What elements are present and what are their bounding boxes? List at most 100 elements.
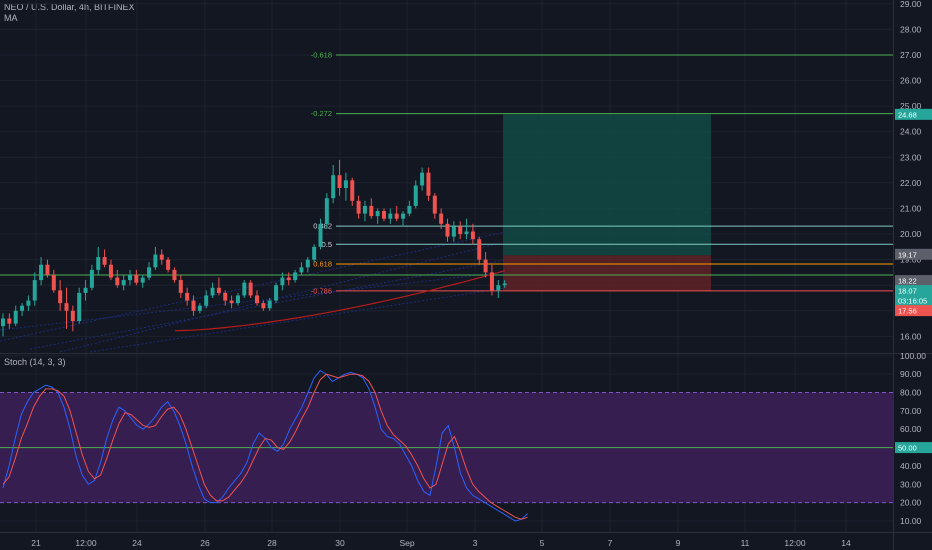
candle-body[interactable] bbox=[324, 198, 329, 224]
candle-body[interactable] bbox=[51, 274, 56, 291]
candle-body[interactable] bbox=[178, 280, 183, 293]
candle-body[interactable] bbox=[293, 272, 298, 281]
candle-body[interactable] bbox=[432, 195, 437, 214]
candle-body[interactable] bbox=[7, 318, 12, 324]
candle-body[interactable] bbox=[70, 310, 75, 322]
candle-body[interactable] bbox=[166, 259, 171, 270]
candle-body[interactable] bbox=[445, 223, 450, 237]
stoch-d-line[interactable] bbox=[2, 373, 528, 520]
price-tag: 18.22 bbox=[898, 277, 917, 286]
candle-body[interactable] bbox=[191, 300, 196, 311]
candle-body[interactable] bbox=[502, 283, 507, 286]
candle-body[interactable] bbox=[185, 292, 190, 301]
candle-body[interactable] bbox=[280, 277, 285, 286]
time-axis-label: 11 bbox=[741, 538, 750, 548]
candle-body[interactable] bbox=[58, 290, 63, 304]
candle-body[interactable] bbox=[115, 277, 120, 286]
fib-level-label: -0.786 bbox=[311, 286, 332, 295]
candle-body[interactable] bbox=[388, 213, 393, 219]
candle-body[interactable] bbox=[108, 264, 113, 278]
candle-body[interactable] bbox=[286, 277, 291, 281]
price-tag-bg bbox=[895, 305, 932, 317]
candle-body[interactable] bbox=[210, 287, 215, 296]
candle-body[interactable] bbox=[413, 185, 418, 206]
candle-body[interactable] bbox=[382, 211, 386, 219]
candle-body[interactable] bbox=[470, 231, 475, 240]
candle-body[interactable] bbox=[134, 274, 139, 283]
candle-body[interactable] bbox=[1, 318, 5, 327]
candle-body[interactable] bbox=[20, 305, 25, 311]
profit-target-zone[interactable] bbox=[503, 114, 711, 256]
candle-body[interactable] bbox=[83, 287, 88, 293]
candle-body[interactable] bbox=[153, 254, 158, 268]
candle-body[interactable] bbox=[235, 295, 240, 304]
candle-body[interactable] bbox=[204, 295, 209, 306]
channel-line[interactable] bbox=[59, 242, 501, 353]
candle-body[interactable] bbox=[451, 226, 456, 237]
time-axis-label: 12:00 bbox=[784, 538, 806, 548]
channel-line[interactable] bbox=[89, 287, 506, 353]
candle-body[interactable] bbox=[394, 213, 399, 219]
candle-body[interactable] bbox=[362, 205, 367, 214]
candle-body[interactable] bbox=[128, 274, 132, 281]
candle-body[interactable] bbox=[356, 200, 361, 214]
candle-body[interactable] bbox=[26, 300, 31, 306]
candle-body[interactable] bbox=[172, 269, 177, 281]
candle-body[interactable] bbox=[350, 180, 355, 201]
candle-body[interactable] bbox=[77, 292, 82, 322]
candle-body[interactable] bbox=[39, 264, 44, 281]
candle-body[interactable] bbox=[496, 285, 501, 291]
moving-average-line[interactable] bbox=[174, 270, 506, 332]
candle-body[interactable] bbox=[242, 282, 247, 296]
candle-body[interactable] bbox=[483, 259, 488, 273]
channel-line[interactable] bbox=[0, 271, 506, 331]
candle-body[interactable] bbox=[401, 213, 406, 219]
time-axis-label: 7 bbox=[608, 538, 613, 548]
candle-body[interactable] bbox=[223, 292, 228, 301]
candle-body[interactable] bbox=[229, 300, 234, 304]
candle-body[interactable] bbox=[458, 226, 463, 235]
candle-body[interactable] bbox=[140, 277, 145, 283]
candle-body[interactable] bbox=[312, 246, 317, 260]
candle-body[interactable] bbox=[375, 211, 380, 217]
candle-body[interactable] bbox=[121, 280, 126, 286]
candle-body[interactable] bbox=[102, 257, 107, 265]
candle-body[interactable] bbox=[32, 280, 37, 301]
candle-body[interactable] bbox=[261, 303, 266, 309]
candle-body[interactable] bbox=[369, 205, 374, 217]
candle-body[interactable] bbox=[439, 213, 444, 224]
candle-body[interactable] bbox=[248, 282, 253, 296]
stoch-indicator-label[interactable]: Stoch (14, 3, 3) bbox=[4, 357, 66, 367]
candle-body[interactable] bbox=[197, 305, 202, 311]
candle-body[interactable] bbox=[407, 205, 412, 214]
candle-body[interactable] bbox=[464, 231, 469, 235]
candle-body[interactable] bbox=[426, 172, 431, 196]
candle-body[interactable] bbox=[255, 295, 259, 304]
ma-indicator-label[interactable]: MA bbox=[4, 13, 18, 23]
candle-body[interactable] bbox=[147, 267, 152, 278]
channel-line[interactable] bbox=[29, 259, 506, 350]
candle-body[interactable] bbox=[420, 172, 425, 186]
candle-body[interactable] bbox=[89, 269, 94, 288]
candle-body[interactable] bbox=[343, 180, 348, 189]
candle-body[interactable] bbox=[13, 310, 18, 324]
candle-body[interactable] bbox=[216, 287, 221, 293]
candle-body[interactable] bbox=[337, 175, 342, 189]
candle-body[interactable] bbox=[318, 223, 323, 247]
price-tag-bg bbox=[895, 275, 932, 287]
candle-body[interactable] bbox=[267, 300, 272, 309]
candle-body[interactable] bbox=[477, 239, 482, 260]
stoch-axis-label: 80.00 bbox=[900, 388, 922, 398]
candle-body[interactable] bbox=[64, 303, 69, 311]
candle-body[interactable] bbox=[489, 272, 494, 291]
stop-loss-zone[interactable] bbox=[503, 255, 711, 291]
candle-body[interactable] bbox=[45, 264, 50, 275]
candle-body[interactable] bbox=[299, 267, 304, 273]
candle-body[interactable] bbox=[96, 257, 101, 270]
fib-level-label: 0.382 bbox=[313, 222, 332, 231]
candle-body[interactable] bbox=[305, 259, 310, 268]
candle-body[interactable] bbox=[274, 285, 279, 301]
candle-body[interactable] bbox=[159, 254, 164, 260]
candle-body[interactable] bbox=[331, 175, 336, 199]
